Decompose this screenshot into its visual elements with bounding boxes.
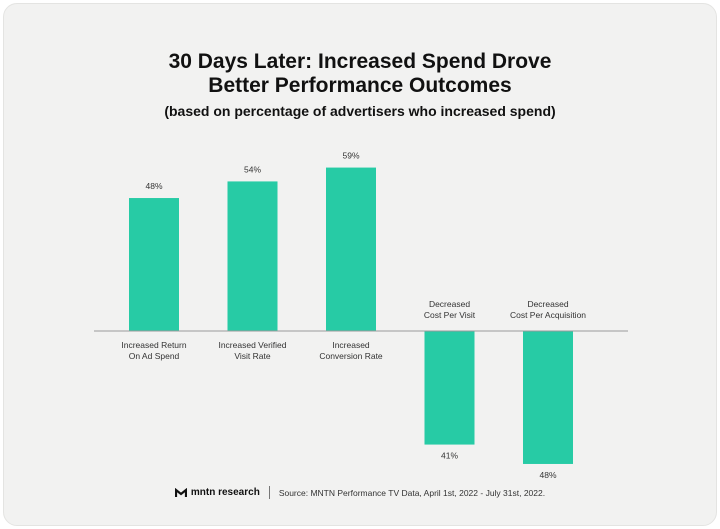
category-label: Visit Rate: [234, 351, 270, 361]
data-label: 59%: [342, 151, 359, 161]
chart-subtitle: (based on percentage of advertisers who …: [164, 103, 556, 119]
footer-divider: [268, 486, 270, 499]
category-label: Increased Return: [121, 340, 186, 350]
bar: [424, 331, 475, 445]
chart-title-line-1: 30 Days Later: Increased Spend Drove: [168, 50, 552, 73]
data-label: 41%: [441, 451, 458, 461]
logo-text: mntn research: [190, 487, 260, 498]
bar: [326, 167, 376, 331]
category-label: Increased: [332, 340, 370, 350]
bar: [227, 181, 278, 331]
category-label: On Ad Spend: [129, 351, 180, 361]
bar: [523, 331, 573, 464]
category-label: Cost Per Acquisition: [510, 310, 586, 320]
data-label: 48%: [145, 181, 162, 191]
category-label: Decreased: [527, 299, 568, 309]
source-note: Source: MNTN Performance TV Data, April …: [278, 487, 546, 498]
data-label: 48%: [539, 470, 556, 480]
bar: [129, 198, 179, 331]
chart-title-line-2: Better Performance Outcomes: [208, 74, 512, 97]
category-label: Conversion Rate: [319, 351, 383, 361]
mntn-logo-icon: [174, 487, 187, 497]
mntn-logo: mntn research: [174, 487, 260, 498]
footer: mntn research Source: MNTN Performance T…: [0, 486, 720, 499]
category-label: Decreased: [429, 299, 470, 309]
category-label: Cost Per Visit: [424, 310, 476, 320]
data-label: 54%: [244, 164, 261, 174]
category-label: Increased Verified: [218, 340, 286, 350]
